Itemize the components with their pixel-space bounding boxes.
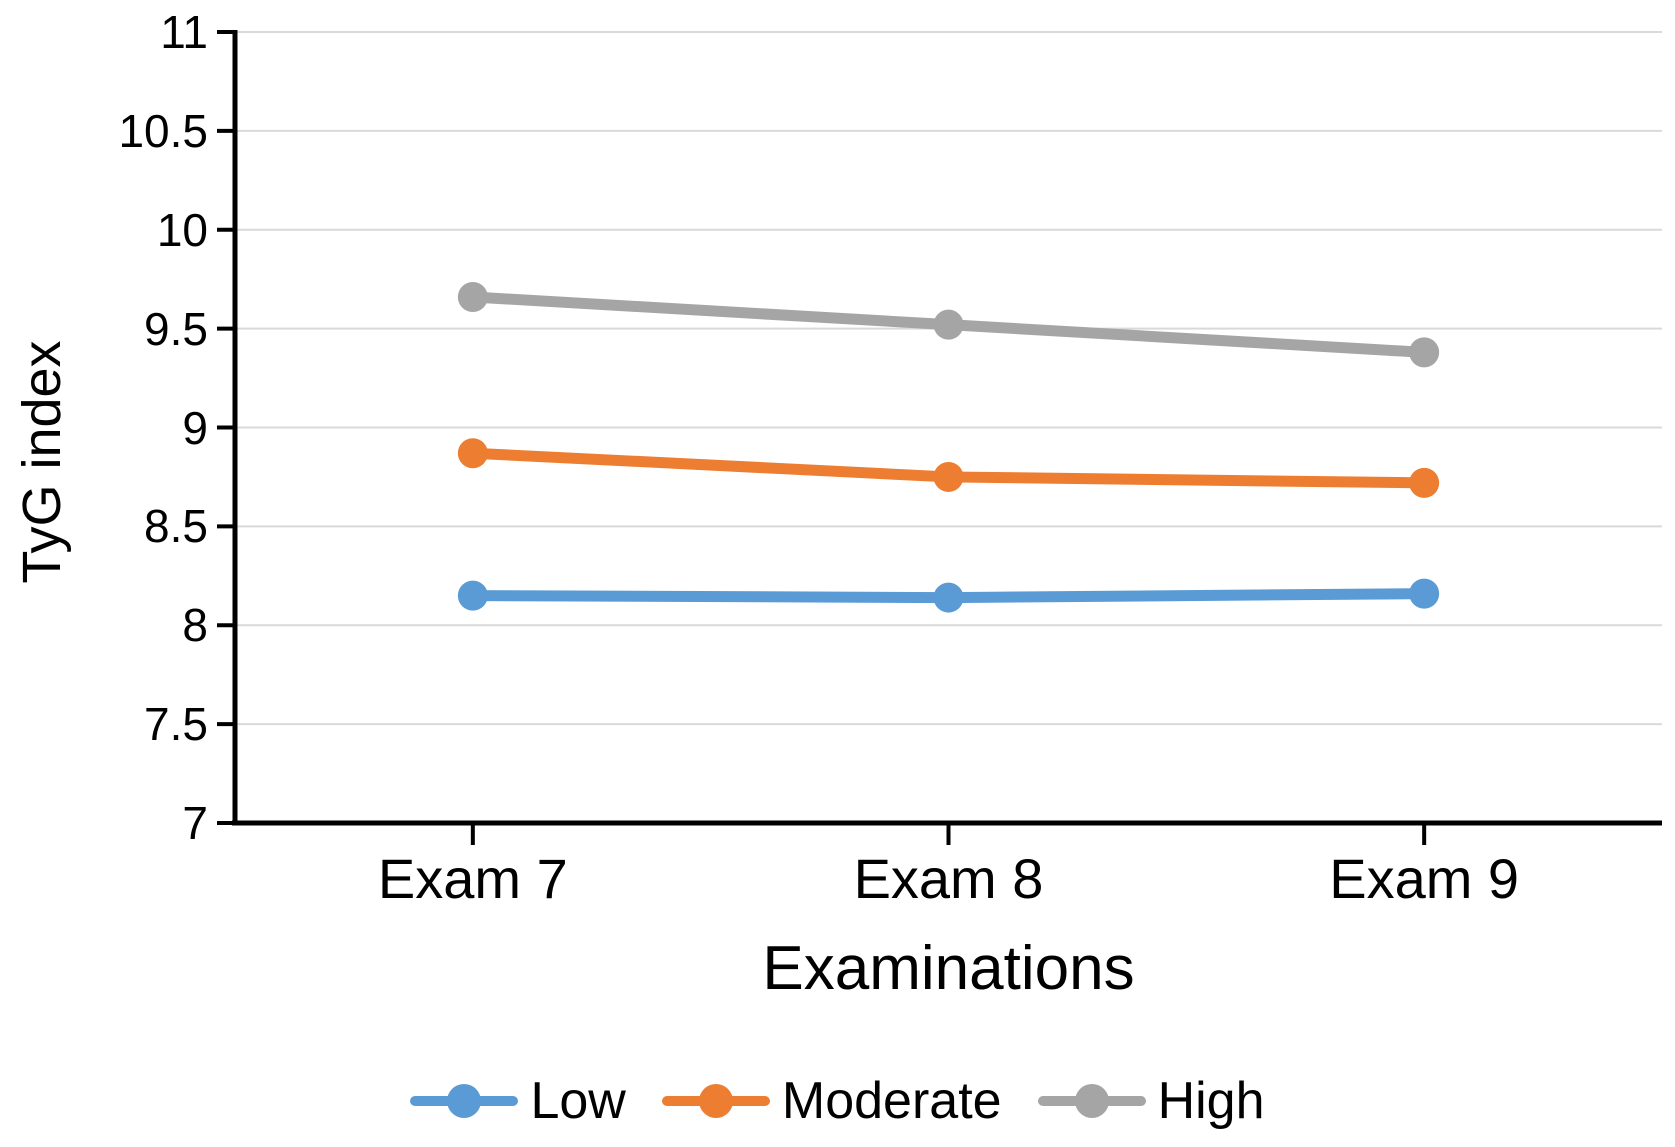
legend-label-low: Low [530, 1072, 626, 1130]
legend-marker-icon-high [1037, 1082, 1146, 1120]
chart-legend: Low Moderate High [0, 1072, 1675, 1130]
y-tick-label-7: 7 [182, 797, 208, 849]
marker-low-exam-9 [1409, 578, 1440, 609]
legend-label-high: High [1157, 1072, 1265, 1130]
marker-moderate-exam-7 [457, 438, 488, 469]
y-tick-label-9-5: 9.5 [144, 302, 208, 355]
x-axis-title: Examinations [762, 934, 1135, 1003]
marker-moderate-exam-9 [1409, 467, 1440, 498]
legend-item-high: High [1037, 1072, 1265, 1130]
marker-moderate-exam-8 [933, 461, 964, 492]
legend-dot-swatch [447, 1084, 482, 1118]
legend-label-moderate: Moderate [781, 1072, 1002, 1130]
marker-high-exam-9 [1409, 337, 1440, 368]
marker-low-exam-7 [457, 580, 488, 611]
legend-dot-swatch [698, 1084, 733, 1118]
y-tick-label-10-5: 10.5 [118, 104, 208, 157]
x-tick-label-exam-9: Exam 9 [1329, 847, 1520, 910]
x-tick-label-exam-8: Exam 8 [853, 847, 1044, 910]
y-tick-label-10: 10 [156, 203, 208, 256]
legend-item-moderate: Moderate [661, 1072, 1002, 1130]
legend-marker-icon-low [410, 1082, 519, 1120]
legend-dot-swatch [1074, 1084, 1109, 1118]
y-tick-label-8-5: 8.5 [144, 500, 208, 553]
y-tick-label-11: 11 [160, 6, 208, 58]
marker-high-exam-7 [457, 281, 488, 312]
legend-item-low: Low [410, 1072, 626, 1130]
y-tick-label-7-5: 7.5 [144, 698, 208, 751]
legend-marker-icon-moderate [661, 1082, 770, 1120]
marker-high-exam-8 [933, 309, 964, 340]
x-tick-label-exam-7: Exam 7 [377, 847, 568, 910]
y-tick-label-9: 9 [182, 401, 208, 454]
y-tick-label-8: 8 [182, 599, 208, 652]
marker-low-exam-8 [933, 582, 964, 613]
